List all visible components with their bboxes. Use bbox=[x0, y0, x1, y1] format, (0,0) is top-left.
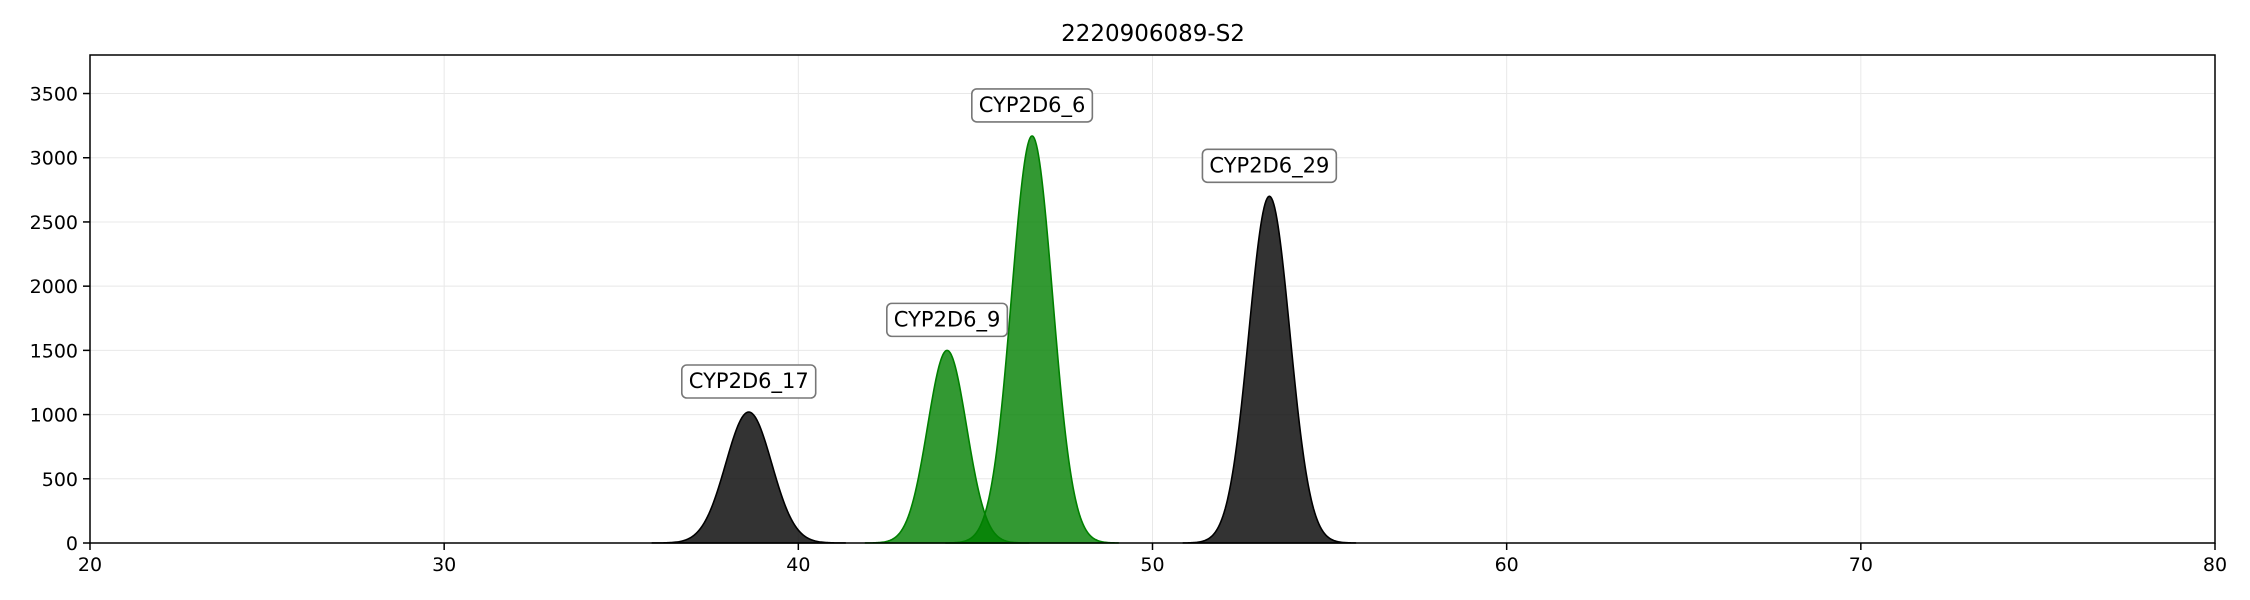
y-tick-label: 2500 bbox=[30, 212, 78, 234]
peak-label-box bbox=[886, 302, 1009, 338]
peak-label-cyp2d6-9: CYP2D6_9 bbox=[886, 302, 1009, 338]
peak-label-text: CYP2D6_9 bbox=[894, 307, 1001, 332]
peak-label-cyp2d6-6: CYP2D6_6 bbox=[971, 88, 1094, 123]
peak-label-box bbox=[680, 364, 817, 399]
y-tick-label: 3000 bbox=[30, 148, 78, 170]
y-tick-label: 500 bbox=[42, 469, 78, 491]
chart-title: 2220906089-S2 bbox=[1061, 21, 1245, 47]
y-tick-label: 1500 bbox=[30, 340, 78, 362]
y-tick-label: 1000 bbox=[30, 405, 78, 427]
grid bbox=[89, 55, 2216, 544]
y-tick-label: 0 bbox=[66, 533, 78, 555]
peak-cyp2d6-6 bbox=[945, 135, 1120, 544]
x-tick-label: 50 bbox=[1140, 554, 1164, 576]
peak-label-text: CYP2D6_29 bbox=[1209, 153, 1329, 178]
axis-ticks: 20 30 40 50 60 70 80 0 500 1000 1500 2000 2500 3000 35… bbox=[30, 84, 2227, 576]
peak-cyp2d6-17 bbox=[651, 411, 847, 544]
peak-labels: CYP2D6_17 CYP2D6_9 CYP2D6_6 CYP2D6_29 bbox=[680, 88, 1338, 399]
x-tick-label: 30 bbox=[432, 554, 456, 576]
x-tick-label: 80 bbox=[2203, 554, 2227, 576]
peak-label-box bbox=[1201, 148, 1338, 184]
x-tick-label: 40 bbox=[786, 554, 810, 576]
peak-label-cyp2d6-17: CYP2D6_17 bbox=[680, 364, 817, 399]
peak-label-cyp2d6-29: CYP2D6_29 bbox=[1201, 148, 1338, 184]
peaks bbox=[651, 135, 1357, 544]
y-tick-label: 2000 bbox=[30, 276, 78, 298]
y-tick-label: 3500 bbox=[30, 84, 78, 106]
x-tick-label: 60 bbox=[1495, 554, 1519, 576]
peak-label-text: CYP2D6_17 bbox=[689, 369, 809, 394]
peak-cyp2d6-29 bbox=[1182, 195, 1357, 544]
peak-label-text: CYP2D6_6 bbox=[979, 93, 1086, 118]
peak-label-box bbox=[971, 88, 1094, 123]
x-tick-label: 70 bbox=[1849, 554, 1873, 576]
x-tick-label: 20 bbox=[78, 554, 102, 576]
